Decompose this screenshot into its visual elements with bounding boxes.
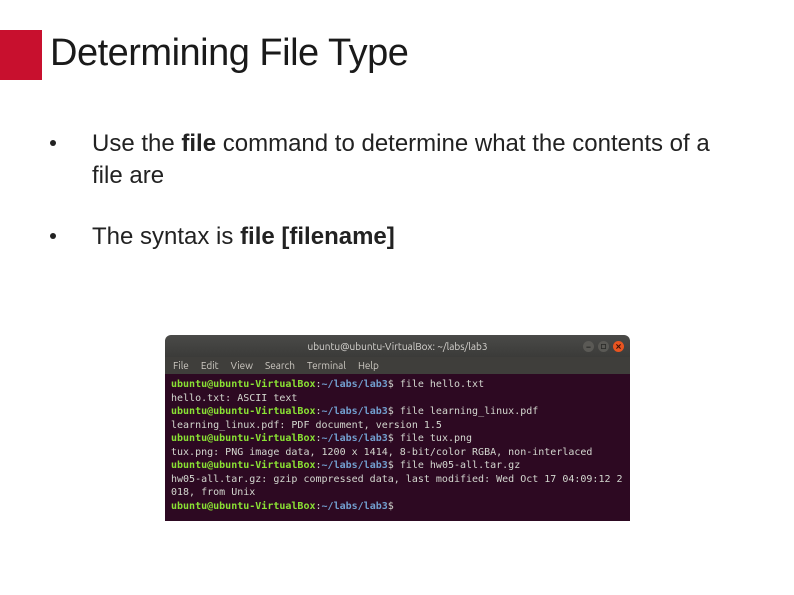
menu-search[interactable]: Search	[265, 360, 295, 371]
terminal-title: ubuntu@ubuntu-VirtualBox: ~/labs/lab3	[307, 341, 487, 352]
text-span: The syntax is	[92, 223, 240, 250]
text-bold: file [filename]	[240, 223, 395, 250]
terminal-line: tux.png: PNG image data, 1200 x 1414, 8-…	[171, 446, 624, 460]
terminal-window: ubuntu@ubuntu-VirtualBox: ~/labs/lab3 Fi…	[165, 335, 630, 521]
menu-edit[interactable]: Edit	[201, 360, 219, 371]
menu-view[interactable]: View	[231, 360, 253, 371]
bullet-dot	[50, 140, 56, 146]
bullet-dot	[50, 233, 56, 239]
terminal-menubar: File Edit View Search Terminal Help	[165, 357, 630, 374]
terminal-line: ubuntu@ubuntu-VirtualBox:~/labs/lab3$ fi…	[171, 432, 624, 446]
terminal-line: hello.txt: ASCII text	[171, 392, 624, 406]
maximize-icon[interactable]	[598, 341, 609, 352]
text-bold: file	[181, 130, 216, 157]
bullet-text: The syntax is file [filename]	[92, 221, 395, 253]
terminal-body[interactable]: ubuntu@ubuntu-VirtualBox:~/labs/lab3$ fi…	[165, 374, 630, 521]
window-controls	[583, 341, 624, 352]
list-item: The syntax is file [filename]	[50, 221, 740, 253]
terminal-line: ubuntu@ubuntu-VirtualBox:~/labs/lab3$ fi…	[171, 459, 624, 473]
menu-help[interactable]: Help	[358, 360, 379, 371]
text-span: Use the	[92, 130, 181, 157]
bullet-list: Use the file command to determine what t…	[50, 128, 740, 281]
terminal-line: ubuntu@ubuntu-VirtualBox:~/labs/lab3$ fi…	[171, 405, 624, 419]
close-icon[interactable]	[613, 341, 624, 352]
accent-block	[0, 30, 42, 80]
menu-file[interactable]: File	[173, 360, 189, 371]
bullet-text: Use the file command to determine what t…	[92, 128, 740, 193]
list-item: Use the file command to determine what t…	[50, 128, 740, 193]
minimize-icon[interactable]	[583, 341, 594, 352]
menu-terminal[interactable]: Terminal	[307, 360, 346, 371]
terminal-line: hw05-all.tar.gz: gzip compressed data, l…	[171, 473, 624, 500]
terminal-line: ubuntu@ubuntu-VirtualBox:~/labs/lab3$	[171, 500, 624, 514]
terminal-line: ubuntu@ubuntu-VirtualBox:~/labs/lab3$ fi…	[171, 378, 624, 392]
terminal-line: learning_linux.pdf: PDF document, versio…	[171, 419, 624, 433]
slide-title: Determining File Type	[50, 32, 408, 75]
terminal-titlebar: ubuntu@ubuntu-VirtualBox: ~/labs/lab3	[165, 335, 630, 357]
